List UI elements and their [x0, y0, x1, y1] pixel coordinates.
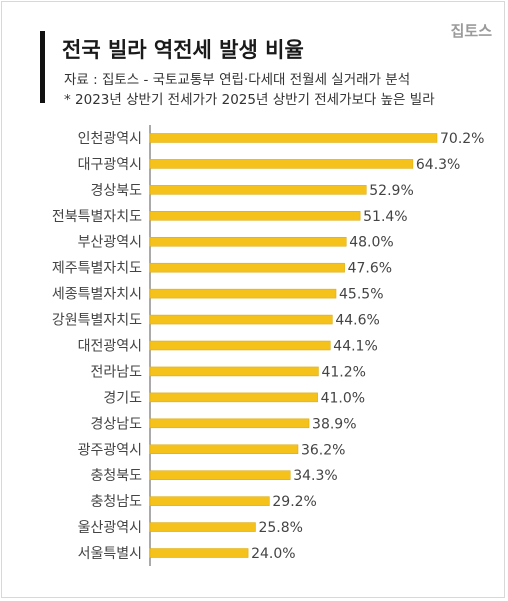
category-label: 제주특별자치도 [52, 261, 142, 277]
value-label: 44.1% [333, 339, 377, 355]
bar [149, 522, 256, 532]
bar [149, 262, 345, 273]
value-label: 51.4% [363, 209, 407, 225]
value-label: 29.2% [272, 494, 316, 510]
category-label: 서울특별시 [78, 546, 142, 562]
value-label: 25.8% [258, 520, 302, 536]
category-label: 충청북도 [90, 468, 142, 484]
bar [149, 211, 361, 221]
value-label: 41.0% [321, 390, 365, 406]
bar [149, 185, 367, 195]
bar [149, 314, 333, 325]
bar [149, 548, 249, 558]
bar [149, 236, 347, 247]
category-label: 경기도 [103, 390, 142, 406]
chart-title: 전국 빌라 역전세 발생 비율 [62, 38, 304, 62]
category-label: 충청남도 [90, 494, 142, 510]
value-label: 47.6% [348, 261, 392, 277]
value-label: 38.9% [312, 416, 356, 432]
category-label: 전라남도 [90, 364, 142, 380]
category-label: 광주광역시 [78, 442, 142, 458]
category-label: 대전광역시 [78, 339, 142, 355]
brand-logo: 집토스 [450, 22, 492, 40]
category-label: 전북특별자치도 [52, 209, 142, 225]
category-label: 세종특별자치시 [52, 287, 142, 303]
bar [149, 470, 291, 480]
value-label: 70.2% [440, 131, 484, 147]
value-label: 24.0% [251, 546, 295, 562]
value-label: 36.2% [301, 442, 345, 458]
value-label: 34.3% [293, 468, 337, 484]
category-label: 강원특별자치도 [52, 313, 142, 329]
category-label: 대구광역시 [78, 157, 142, 173]
category-label: 경상북도 [90, 183, 142, 199]
category-label: 부산광역시 [78, 235, 142, 251]
bar [149, 418, 310, 429]
category-label: 경상남도 [90, 416, 142, 432]
value-label: 64.3% [416, 157, 460, 173]
bar [149, 444, 299, 455]
category-label: 울산광역시 [78, 520, 142, 536]
bar [149, 133, 438, 143]
value-label: 48.0% [349, 235, 393, 251]
bar [149, 392, 318, 403]
title-accent-bar [40, 31, 45, 103]
footnote: * 2023년 상반기 전세가가 2025년 상반기 전세가보다 높은 빌라 [64, 92, 435, 108]
category-label: 인천광역시 [78, 131, 142, 147]
bar [149, 288, 337, 299]
bar [149, 496, 270, 506]
bar [149, 159, 414, 169]
value-label: 44.6% [335, 313, 379, 329]
bar [149, 366, 319, 377]
value-label: 52.9% [369, 183, 413, 199]
value-label: 41.2% [321, 364, 365, 380]
bar [149, 340, 331, 351]
value-label: 45.5% [339, 287, 383, 303]
source-note: 자료 : 집토스 - 국토교통부 연립·다세대 전월세 실거래가 분석 [64, 72, 411, 88]
